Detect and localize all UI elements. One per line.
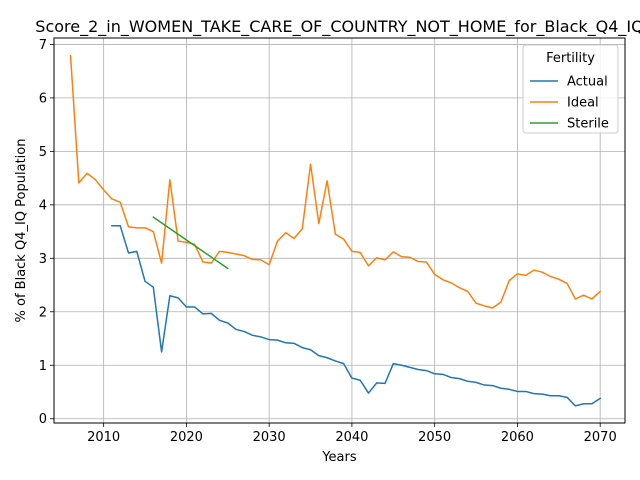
legend-label-sterile: Sterile <box>567 117 609 132</box>
grid-lines <box>54 38 625 423</box>
series-line-actual <box>111 224 602 407</box>
legend-title: Fertility <box>546 51 595 66</box>
x-tick-label: 2060 <box>501 430 534 445</box>
x-tick-label: 2020 <box>170 430 203 445</box>
y-tick-label: 0 <box>39 412 47 427</box>
x-tick-label: 2040 <box>335 430 368 445</box>
y-axis-label: % of Black Q4_IQ Population <box>14 139 29 323</box>
x-tick-label: 2010 <box>87 430 120 445</box>
legend-label-actual: Actual <box>567 75 608 90</box>
series-lines <box>69 54 602 407</box>
y-tick-label: 6 <box>39 91 47 106</box>
legend-entries: Actual Ideal Sterile <box>530 75 609 132</box>
series-line-sterile <box>152 216 229 270</box>
x-tick-label: 2030 <box>253 430 286 445</box>
legend: Fertility Actual Ideal Sterile <box>522 44 619 134</box>
chart-title: Score_2_in_WOMEN_TAKE_CARE_OF_COUNTRY_NO… <box>35 17 640 37</box>
legend-label-ideal: Ideal <box>567 96 599 111</box>
series-line-ideal <box>69 54 602 309</box>
x-axis-label: Years <box>321 450 357 465</box>
y-tick-label: 3 <box>39 252 47 267</box>
plot-frame <box>53 37 626 424</box>
y-tick-label: 1 <box>39 359 47 374</box>
axis-ticks: 2010 2020 2030 2040 2050 2060 2070 0 1 2 3 4 5 6 7 <box>39 38 617 445</box>
y-tick-label: 2 <box>39 305 47 320</box>
x-tick-label: 2070 <box>584 430 617 445</box>
legend-frame <box>522 44 619 134</box>
y-tick-label: 7 <box>39 38 47 53</box>
y-tick-label: 5 <box>39 145 47 160</box>
x-tick-label: 2050 <box>418 430 451 445</box>
y-tick-label: 4 <box>39 198 47 213</box>
